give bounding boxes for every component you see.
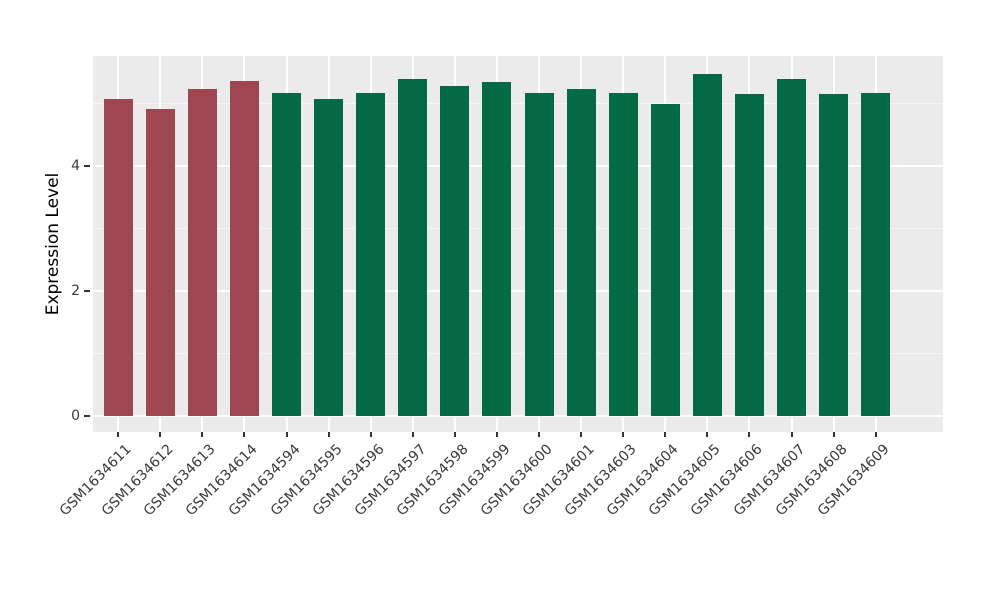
bar-GSM1634613 [187, 89, 217, 416]
bar-GSM1634598 [440, 86, 470, 416]
x-tick-mark-GSM1634594 [285, 432, 288, 437]
x-tick-mark-GSM1634600 [538, 432, 541, 437]
bar-GSM1634599 [482, 82, 512, 416]
x-tick-mark-GSM1634605 [706, 432, 709, 437]
bar-GSM1634614 [229, 81, 259, 416]
bar-GSM1634606 [734, 93, 764, 416]
x-tick-mark-GSM1634599 [495, 432, 498, 437]
gridline-minor-y5 [93, 103, 943, 104]
x-tick-mark-GSM1634595 [327, 432, 330, 437]
bar-GSM1634609 [861, 92, 891, 416]
bar-GSM1634597 [398, 79, 428, 416]
bar-GSM1634600 [524, 92, 554, 416]
x-tick-mark-GSM1634606 [748, 432, 751, 437]
x-tick-mark-GSM1634614 [243, 432, 246, 437]
x-tick-mark-GSM1634607 [790, 432, 793, 437]
bar-GSM1634596 [356, 92, 386, 416]
x-tick-mark-GSM1634612 [159, 432, 162, 437]
y-tick-label-2: 2 [71, 283, 80, 299]
gridline-major-y2 [93, 290, 943, 292]
x-tick-mark-GSM1634604 [664, 432, 667, 437]
bar-GSM1634595 [314, 98, 344, 416]
gridline-minor-y1 [93, 353, 943, 354]
x-tick-mark-GSM1634611 [117, 432, 120, 437]
gridline-major-y4 [93, 165, 943, 167]
y-tick-label-4: 4 [71, 158, 80, 174]
bar-GSM1634604 [650, 103, 680, 416]
y-tick-mark-4 [84, 165, 90, 167]
x-tick-mark-GSM1634609 [874, 432, 877, 437]
bar-GSM1634601 [566, 89, 596, 416]
bar-GSM1634607 [777, 78, 806, 416]
y-tick-mark-0 [84, 415, 90, 417]
x-tick-label-GSM1634611: GSM1634611 [56, 441, 135, 520]
bar-GSM1634605 [692, 74, 722, 416]
bar-GSM1634603 [608, 92, 638, 416]
y-tick-mark-2 [84, 290, 90, 292]
y-tick-label-0: 0 [71, 408, 80, 424]
x-tick-mark-GSM1634613 [201, 432, 204, 437]
x-tick-mark-GSM1634598 [453, 432, 456, 437]
x-tick-mark-GSM1634608 [832, 432, 835, 437]
bar-GSM1634594 [272, 92, 302, 416]
bar-GSM1634611 [103, 99, 133, 416]
plot-panel [93, 56, 943, 432]
y-axis-title: Expression Level [43, 172, 63, 316]
x-tick-mark-GSM1634597 [411, 432, 414, 437]
x-tick-mark-GSM1634603 [622, 432, 625, 437]
x-tick-mark-GSM1634596 [369, 432, 372, 437]
gridline-minor-y3 [93, 228, 943, 229]
bar-GSM1634608 [819, 93, 849, 416]
gridline-major-y0 [93, 415, 943, 417]
x-tick-mark-GSM1634601 [580, 432, 583, 437]
bar-GSM1634612 [145, 108, 175, 416]
